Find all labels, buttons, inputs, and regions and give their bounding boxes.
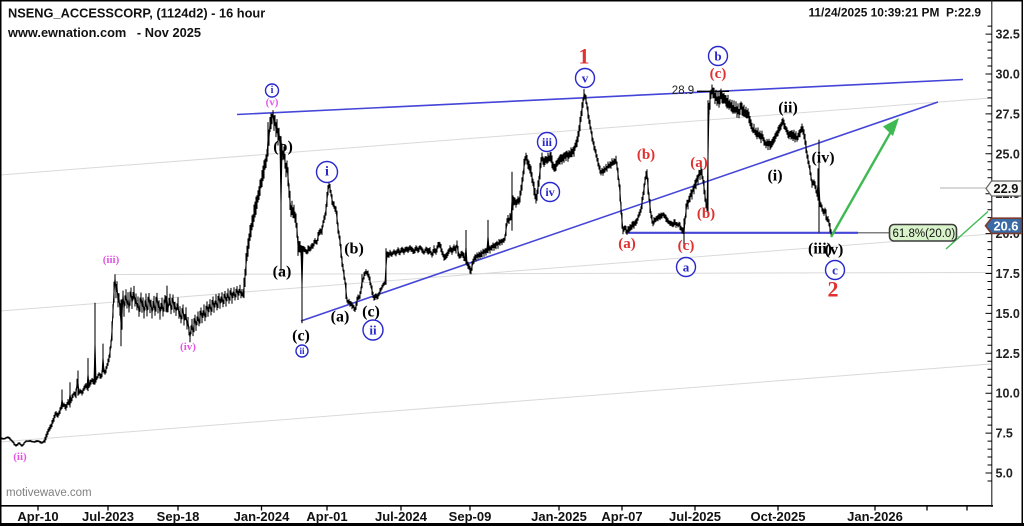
svg-text:11/24/2025 10:39:21 PM P:22.9: 11/24/2025 10:39:21 PM P:22.9 [808, 6, 981, 20]
svg-text:ii: ii [299, 346, 305, 356]
svg-text:(a): (a) [273, 264, 292, 281]
svg-text:5.0: 5.0 [996, 467, 1013, 481]
svg-text:iii: iii [542, 135, 553, 149]
svg-text:iv: iv [545, 185, 554, 199]
svg-text:(v): (v) [266, 97, 279, 109]
svg-text:1: 1 [579, 44, 590, 69]
svg-text:Jul-2024: Jul-2024 [375, 509, 428, 524]
svg-text:Jan-2025: Jan-2025 [531, 509, 587, 524]
svg-text:10.0: 10.0 [996, 387, 1020, 401]
svg-text:Sep-18: Sep-18 [157, 509, 200, 524]
svg-text:Jul-2023: Jul-2023 [82, 509, 134, 524]
svg-text:(iv): (iv) [180, 341, 196, 353]
svg-text:(c): (c) [710, 66, 727, 82]
svg-text:25.0: 25.0 [996, 147, 1020, 161]
svg-text:32.5: 32.5 [996, 28, 1020, 42]
svg-text:www.ewnation.com - Nov 2025: www.ewnation.com - Nov 2025 [7, 25, 201, 40]
svg-text:ii: ii [369, 323, 377, 338]
svg-text:12.5: 12.5 [996, 347, 1020, 361]
svg-text:Jul-2025: Jul-2025 [669, 509, 721, 524]
svg-text:motivewave.com: motivewave.com [6, 487, 92, 499]
svg-text:(iii): (iii) [808, 241, 832, 258]
svg-text:(c): (c) [292, 328, 310, 345]
svg-text:28.9: 28.9 [672, 85, 694, 97]
svg-text:NSENG_ACCESSCORP, (1124d2) - 1: NSENG_ACCESSCORP, (1124d2) - 16 hour [8, 6, 265, 21]
svg-text:7.5: 7.5 [996, 427, 1013, 441]
svg-text:(v): (v) [825, 242, 844, 259]
svg-text:v: v [582, 71, 589, 86]
svg-text:(iv): (iv) [811, 150, 834, 167]
svg-text:(a): (a) [690, 155, 708, 171]
svg-text:(b): (b) [697, 206, 715, 222]
svg-text:Apr-10: Apr-10 [17, 509, 58, 524]
svg-text:(c): (c) [678, 238, 695, 254]
svg-text:61.8%(20.0): 61.8%(20.0) [893, 228, 956, 240]
svg-text:2: 2 [828, 277, 839, 302]
svg-text:i: i [325, 165, 329, 180]
svg-text:Jan-2026: Jan-2026 [847, 509, 903, 524]
svg-text:Apr-01: Apr-01 [306, 509, 347, 524]
svg-text:30.0: 30.0 [996, 68, 1020, 82]
svg-text:(b): (b) [637, 147, 655, 163]
svg-text:27.5: 27.5 [996, 107, 1020, 121]
svg-text:(a): (a) [618, 236, 636, 252]
svg-text:(ii): (ii) [778, 100, 798, 117]
svg-text:(a): (a) [331, 309, 350, 326]
svg-text:15.0: 15.0 [996, 307, 1020, 321]
svg-text:b: b [714, 49, 721, 64]
svg-text:20.6: 20.6 [994, 218, 1019, 233]
svg-text:Sep-09: Sep-09 [449, 509, 492, 524]
svg-text:a: a [683, 260, 690, 275]
svg-text:c: c [832, 263, 838, 278]
svg-text:(c): (c) [362, 304, 380, 321]
svg-text:i: i [271, 85, 274, 96]
svg-text:(iii): (iii) [103, 254, 120, 266]
svg-text:(i): (i) [767, 168, 782, 185]
svg-text:17.5: 17.5 [996, 267, 1020, 281]
svg-text:22.9: 22.9 [994, 181, 1019, 196]
svg-text:(ii): (ii) [13, 451, 27, 463]
svg-text:(b): (b) [344, 241, 364, 258]
svg-text:Apr-07: Apr-07 [601, 509, 642, 524]
svg-text:(b): (b) [273, 139, 293, 156]
svg-text:Oct-2025: Oct-2025 [751, 509, 806, 524]
svg-text:Jan-2024: Jan-2024 [234, 509, 290, 524]
